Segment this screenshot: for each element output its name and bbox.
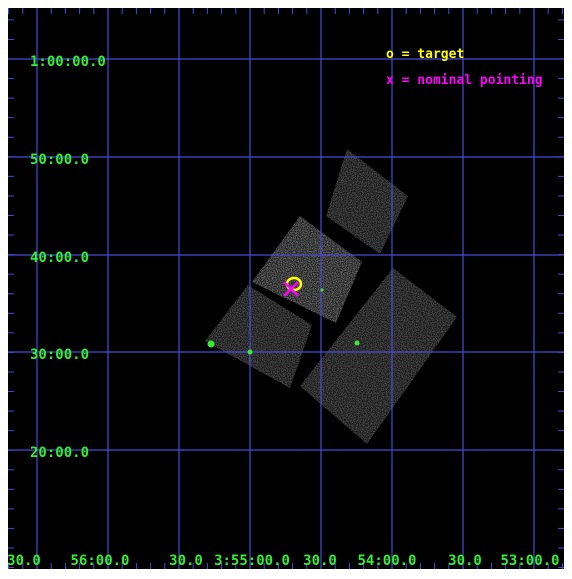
detected-sources [207, 288, 360, 355]
ra-label: 56:00.0 [70, 553, 129, 569]
dec-axis-labels: 1:00:00.0 50:00.0 40:00.0 30:00.0 20:00.… [30, 54, 106, 461]
chip-center [252, 216, 362, 323]
dec-label: 20:00.0 [30, 445, 89, 461]
source-marker [207, 340, 215, 348]
ra-label: 54:00.0 [357, 553, 416, 569]
source-marker [354, 340, 360, 346]
source-marker [320, 288, 324, 292]
dec-label: 30:00.0 [30, 347, 89, 363]
ra-label: 53:00.0 [500, 553, 559, 569]
detector-chips [205, 149, 457, 444]
legend-target: o = target [386, 47, 464, 62]
ra-axis-labels: 30.0 56:00.0 30.0 3:55:00.0 30.0 54:00.0… [7, 553, 559, 569]
ra-label: 30.0 [303, 553, 337, 569]
chip-lower-right [300, 268, 457, 444]
ra-label: 30.0 [7, 553, 41, 569]
ra-label: 3:55:00.0 [214, 553, 290, 569]
nominal-pointing-marker [283, 281, 299, 297]
ra-label: 30.0 [448, 553, 482, 569]
chip-lower-left [205, 285, 312, 388]
source-marker [247, 349, 253, 355]
dec-label: 40:00.0 [30, 250, 89, 266]
axis-ticks [8, 8, 564, 569]
dec-label: 1:00:00.0 [30, 54, 106, 70]
legend-pointing: x = nominal pointing [386, 73, 543, 88]
dec-label: 50:00.0 [30, 152, 89, 168]
ra-label: 30.0 [169, 553, 203, 569]
chip-upper [326, 149, 408, 254]
coordinate-grid [8, 8, 564, 569]
